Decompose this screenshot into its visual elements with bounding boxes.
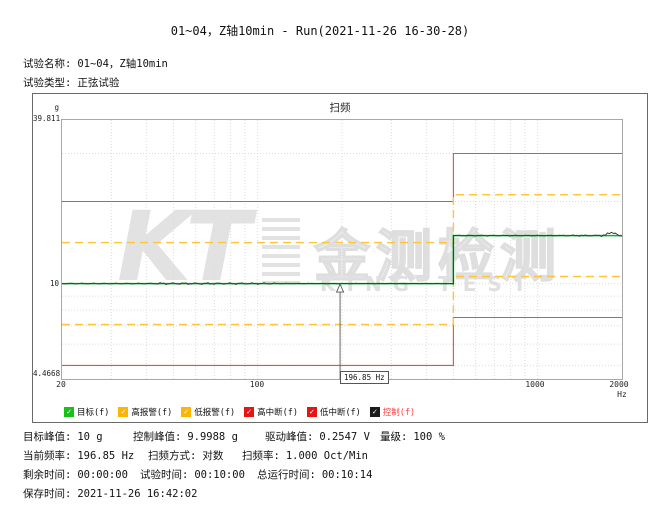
test-name-label: 试验名称: [23,58,72,70]
sweep-rate: 扫频率: 1.000 Oct/Min [242,450,369,462]
x-axis-unit: Hz [617,390,627,399]
legend-label-low-abort: 低中断(f) [319,408,361,418]
legend-item-low-abort: ✓ 低中断(f) [306,406,361,418]
page-title: 01~04，Z轴10min - Run(2021-11-26 16-30-28) [170,24,470,38]
sweep-chart-canvas[interactable] [62,120,622,379]
plot-area: KT 金测检测 KING TEST [61,119,623,380]
watermark: KT 金测检测 KING TEST [62,120,622,379]
legend-item-high-alarm: ✓ 高报警(f) [118,406,172,418]
y-tick-min: 4.4668 [33,369,61,378]
remaining-time: 剩余时间: 00:00:00 [23,469,128,481]
series-低中断(f) [62,316,622,366]
legend-label-target: 目标(f) [77,408,110,418]
control-checkbox[interactable]: ✓ [369,407,380,417]
drive-peak: 驱动峰值: 0.2547 V [265,431,370,443]
watermark-kt-logo: KT [117,191,251,303]
test-type-label: 试验类型: [23,77,72,89]
x-tick-1000: 1000 [525,380,545,389]
legend-item-high-abort: ✓ 高中断(f) [244,406,298,418]
target-peak: 目标峰值: 10 g [23,431,103,443]
legend-item-control: ✓ 控制(f) [369,406,416,418]
low-abort-checkbox[interactable]: ✓ [306,407,317,417]
high-abort-checkbox[interactable]: ✓ [244,407,255,417]
series-高中断(f) [62,152,622,203]
x-tick-100: 100 [249,380,265,389]
series-控制(f) [62,231,622,286]
series-高报警(f) [62,194,622,244]
low-alarm-checkbox[interactable]: ✓ [181,407,192,417]
test-time: 试验时间: 00:10:00 [140,469,245,481]
test-type-row: 试验类型: 正弦试验 [23,75,119,90]
test-name-row: 试验名称: 01~04，Z轴10min [23,56,168,71]
x-tick-20: 20 [56,380,66,389]
target-checkbox[interactable]: ✓ [64,407,74,417]
chart-title: 扫频 [329,102,351,114]
legend-label-control: 控制(f) [382,408,416,418]
sweep-mode: 扫频方式: 对数 [148,450,224,462]
save-time: 保存时间: 2021-11-26 16:42:02 [23,488,198,500]
y-tick-mid: 10 [49,279,59,288]
legend: ✓ 目标(f) ✓ 高报警(f) ✓ 低报警(f) ✓ 高中断(f) ✓ 低中断… [64,405,415,419]
series-低报警(f) [62,275,622,326]
level-percent: 量级: 100 % [380,431,445,443]
cursor-arrow-icon[interactable] [335,282,345,293]
legend-label-low-alarm: 低报警(f) [194,408,236,418]
legend-item-low-alarm: ✓ 低报警(f) [181,406,235,418]
watermark-bars-icon [262,218,300,284]
x-tick-2000: 2000 [609,380,629,389]
y-tick-max: 39.811 [33,114,61,123]
y-axis-unit: g [54,103,59,112]
test-name-value: 01~04，Z轴10min [77,58,168,70]
test-type-value: 正弦试验 [77,77,120,89]
legend-label-high-alarm: 高报警(f) [131,408,173,418]
current-frequency: 当前频率: 196.85 Hz [23,450,135,462]
legend-item-target: ✓ 目标(f) [64,406,109,418]
cursor-frequency-label[interactable]: 196.85 Hz [340,371,389,384]
control-peak: 控制峰值: 9.9988 g [133,431,238,443]
chart-panel: 扫频 g 39.811 10 4.4668 KT 金测检测 KING TEST … [32,93,648,423]
high-alarm-checkbox[interactable]: ✓ [118,407,129,417]
legend-label-high-abort: 高中断(f) [257,408,298,418]
total-run-time: 总运行时间: 00:10:14 [257,469,373,481]
